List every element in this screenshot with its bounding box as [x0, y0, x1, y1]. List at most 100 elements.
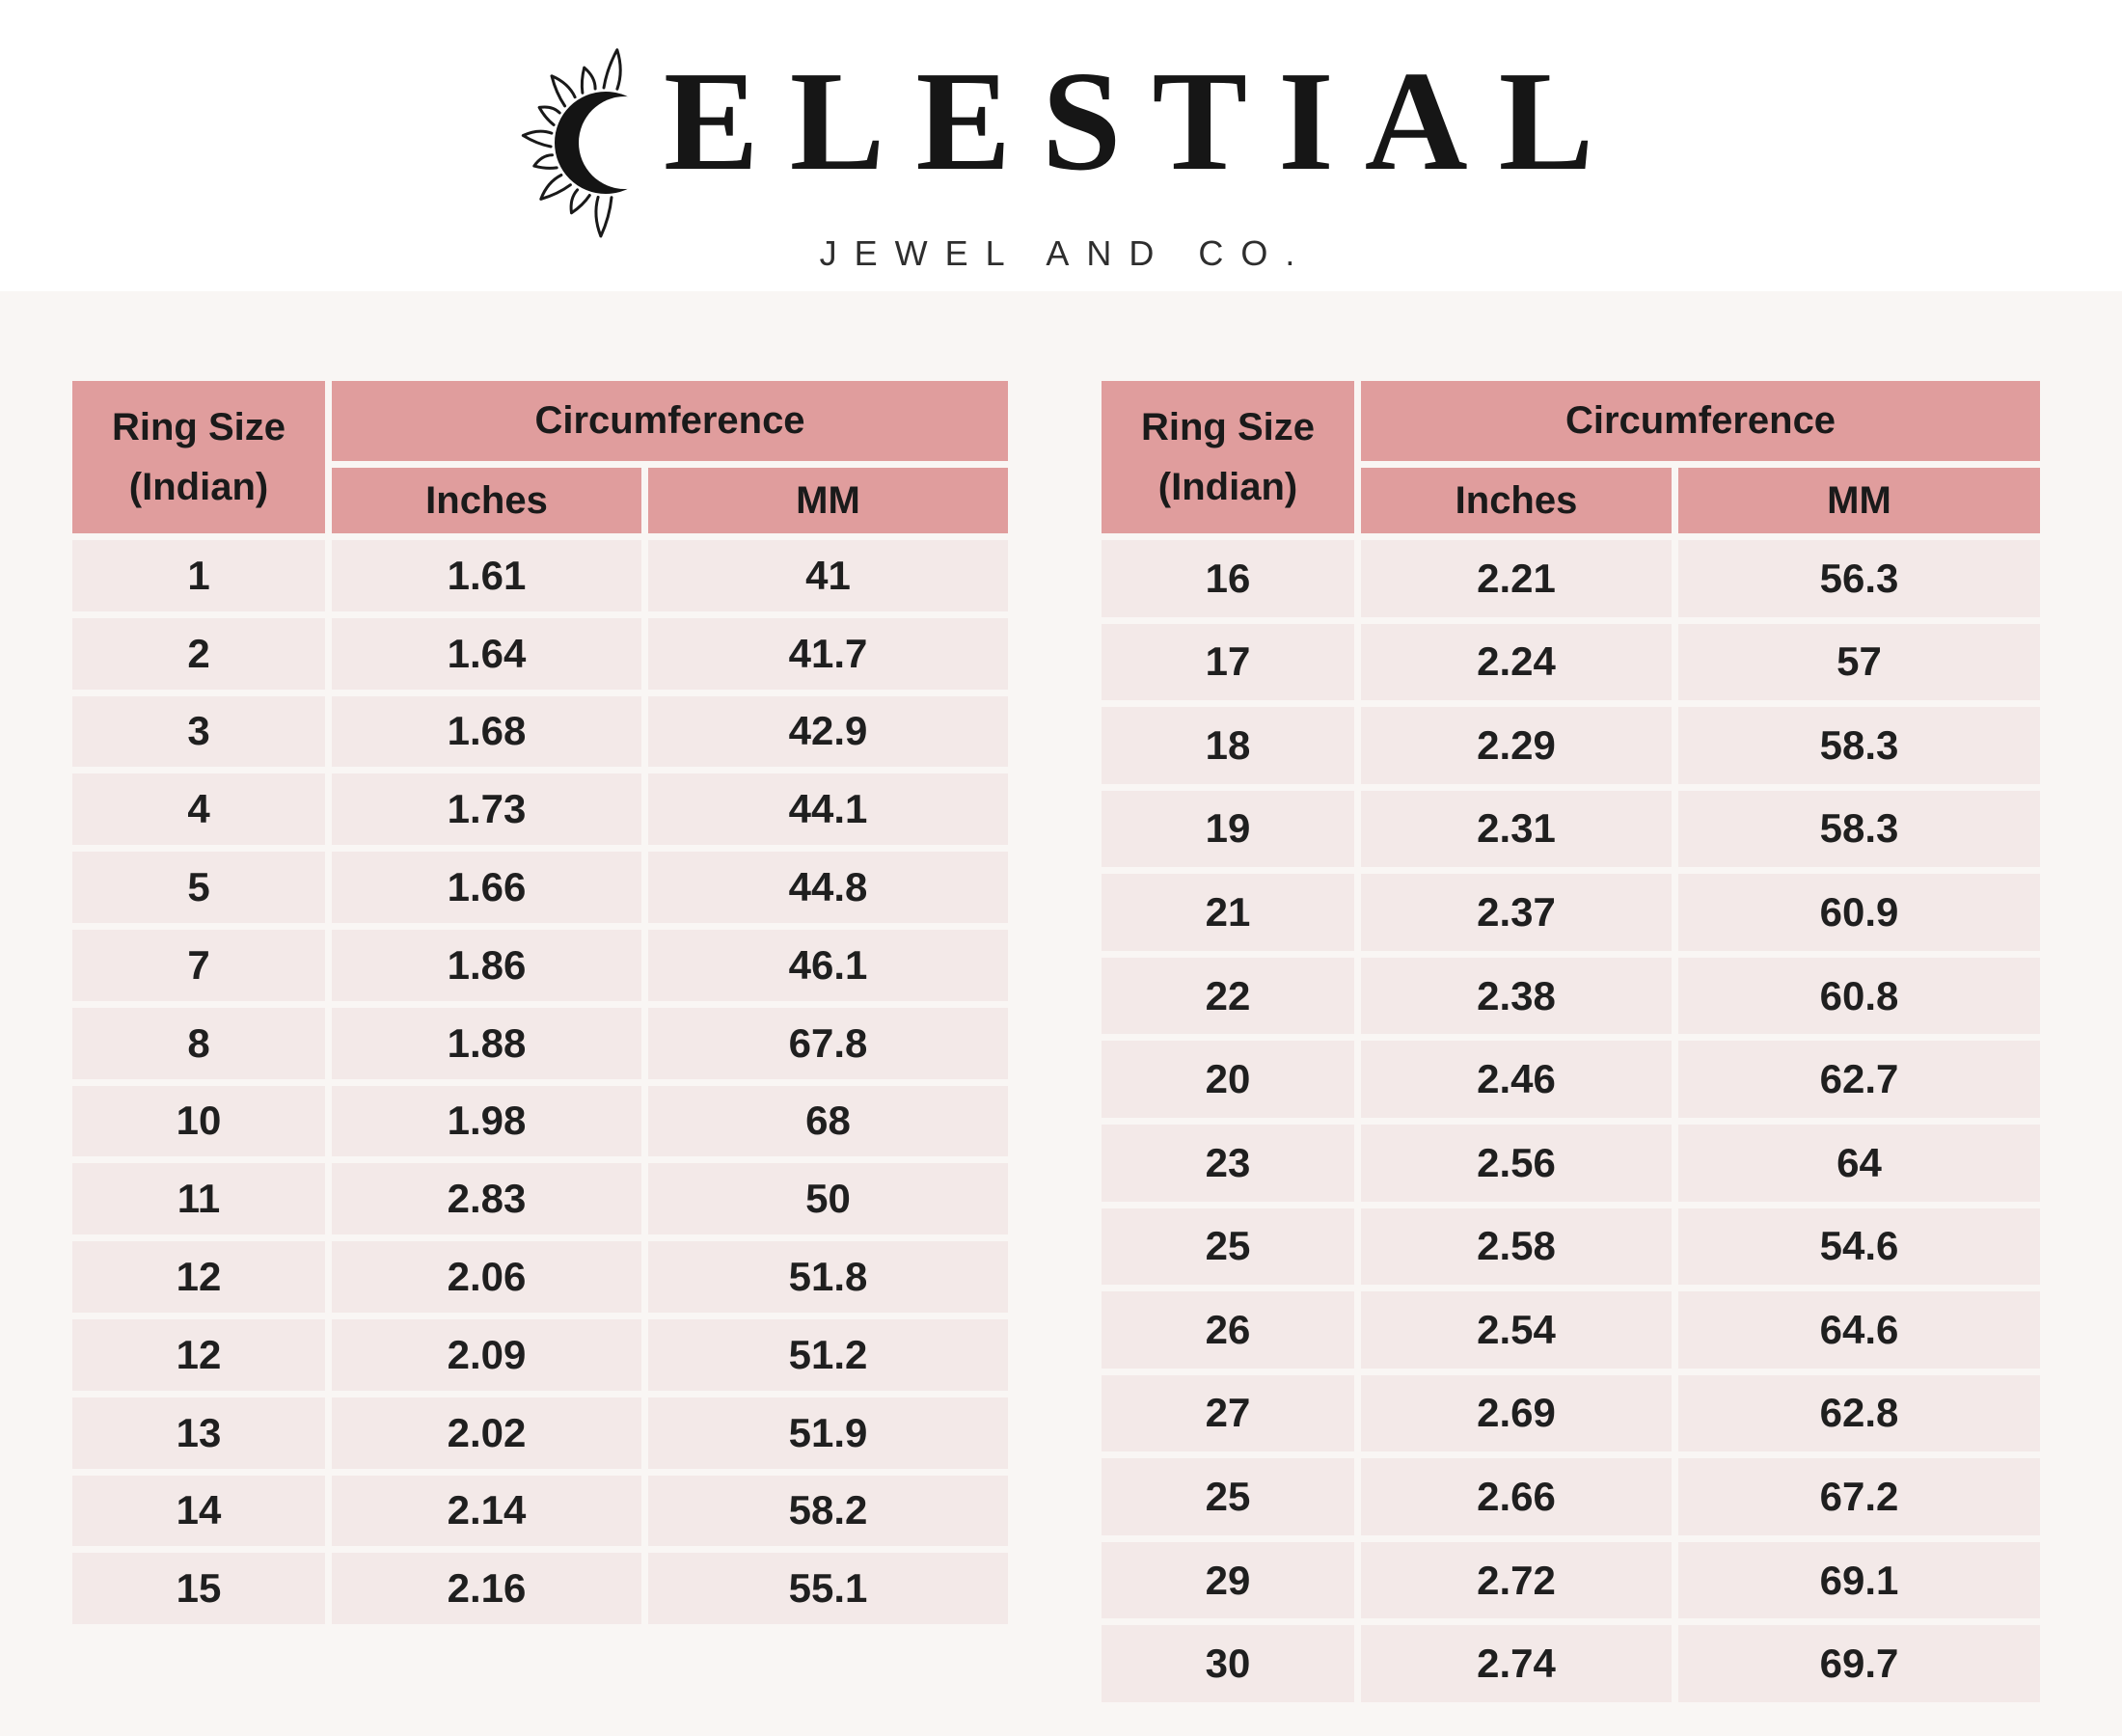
inches-cell: 2.56 [1361, 1124, 1672, 1202]
ring-size-cell: 23 [1102, 1124, 1354, 1202]
ring-size-header-line1: Ring Size [1140, 406, 1316, 448]
ring-size-cell: 26 [1102, 1291, 1354, 1369]
inches-cell: 2.31 [1361, 790, 1672, 868]
mm-header-cell: MM [1678, 468, 2040, 533]
ring-size-cell: 18 [1102, 707, 1354, 784]
mm-cell: 42.9 [648, 695, 1008, 768]
mm-cell: 41 [648, 540, 1008, 611]
ring-size-cell: 17 [1102, 623, 1354, 701]
ring-size-cell: 25 [1102, 1207, 1354, 1286]
inches-cell: 2.02 [332, 1397, 641, 1469]
mm-cell: 44.1 [648, 773, 1008, 846]
mm-cell: 51.2 [648, 1319, 1008, 1391]
ring-size-header-line1: Ring Size [111, 406, 286, 448]
sun-ray [532, 153, 558, 170]
sun-ray [580, 66, 597, 95]
mm-cell: 62.7 [1678, 1041, 2040, 1118]
mm-cell: 54.6 [1678, 1207, 2040, 1286]
ring-size-cell: 19 [1102, 790, 1354, 868]
circumference-header-cell: Circumference [332, 381, 1008, 461]
inches-cell: 2.21 [1361, 540, 1672, 617]
mm-cell: 44.8 [648, 852, 1008, 923]
ring-size-cell: 2 [72, 617, 325, 690]
ring-size-cell: 5 [72, 852, 325, 923]
mm-cell: 55.1 [648, 1553, 1008, 1625]
mm-header-cell: MM [648, 468, 1008, 533]
ring-size-cell: 21 [1102, 874, 1354, 951]
ring-size-cell: 11 [72, 1163, 325, 1235]
sun-ray [521, 129, 554, 149]
brand-tagline: JEWEL AND CO. [819, 233, 1313, 273]
inches-header-cell: Inches [1361, 468, 1672, 533]
ring-size-cell: 4 [72, 773, 325, 846]
inches-cell: 1.98 [332, 1085, 641, 1157]
mm-cell: 62.8 [1678, 1374, 2040, 1452]
ring-size-cell: 20 [1102, 1041, 1354, 1118]
mm-cell: 68 [648, 1085, 1008, 1157]
ring-size-cell: 30 [1102, 1625, 1354, 1702]
mm-cell: 58.2 [648, 1475, 1008, 1547]
inches-cell: 2.69 [1361, 1374, 1672, 1452]
inches-cell: 1.66 [332, 852, 641, 923]
inches-cell: 2.14 [332, 1475, 641, 1547]
sun-ray [594, 195, 613, 238]
inches-cell: 1.68 [332, 695, 641, 768]
sun-moon-icon [521, 39, 671, 241]
mm-cell: 64 [1678, 1124, 2040, 1202]
ring-size-header-line2: (Indian) [128, 466, 269, 508]
mm-cell: 57 [1678, 623, 2040, 701]
inches-cell: 2.09 [332, 1319, 641, 1391]
mm-cell: 50 [648, 1163, 1008, 1235]
sun-ray [539, 174, 572, 201]
ring-size-cell: 1 [72, 540, 325, 611]
ring-size-header-cell: Ring Size (Indian) [72, 381, 325, 533]
ring-size-cell: 12 [72, 1241, 325, 1313]
inches-cell: 2.74 [1361, 1625, 1672, 1702]
mm-cell: 67.2 [1678, 1458, 2040, 1535]
mm-cell: 67.8 [648, 1007, 1008, 1079]
ring-size-cell: 8 [72, 1007, 325, 1079]
ring-size-cell: 22 [1102, 957, 1354, 1035]
inches-cell: 2.06 [332, 1241, 641, 1313]
inches-cell: 2.24 [1361, 623, 1672, 701]
inches-cell: 2.54 [1361, 1291, 1672, 1369]
mm-cell: 51.9 [648, 1397, 1008, 1469]
inches-cell: 2.83 [332, 1163, 641, 1235]
mm-cell: 58.3 [1678, 707, 2040, 784]
inches-cell: 1.61 [332, 540, 641, 611]
sun-ray [550, 74, 577, 108]
ring-size-table-left: Ring Size (Indian) Circumference Inches MM 1 1… [72, 381, 1008, 1702]
mm-cell: 64.6 [1678, 1291, 2040, 1369]
inches-cell: 2.38 [1361, 957, 1672, 1035]
inches-cell: 1.88 [332, 1007, 641, 1079]
ring-size-cell: 29 [1102, 1541, 1354, 1619]
inches-cell: 2.16 [332, 1553, 641, 1625]
inches-cell: 2.66 [1361, 1458, 1672, 1535]
mm-cell: 51.8 [648, 1241, 1008, 1313]
sun-ray [569, 188, 591, 215]
ring-size-table-right: Ring Size (Indian) Circumference Inches MM 16… [1102, 381, 2040, 1702]
mm-cell: 58.3 [1678, 790, 2040, 868]
ring-size-cell: 16 [1102, 540, 1354, 617]
mm-cell: 69.7 [1678, 1625, 2040, 1702]
mm-cell: 41.7 [648, 617, 1008, 690]
ring-size-cell: 12 [72, 1319, 325, 1391]
ring-size-cell: 3 [72, 695, 325, 768]
ring-size-header-cell: Ring Size (Indian) [1102, 381, 1354, 533]
inches-cell: 2.29 [1361, 707, 1672, 784]
brand-name: ELESTIAL [664, 42, 1625, 201]
circumference-header-cell: Circumference [1361, 381, 2040, 461]
ring-size-cell: 15 [72, 1553, 325, 1625]
ring-size-cell: 25 [1102, 1458, 1354, 1535]
sun-ray [602, 48, 622, 91]
ring-size-header-line2: (Indian) [1157, 466, 1298, 508]
ring-size-cell: 14 [72, 1475, 325, 1547]
inches-cell: 1.86 [332, 930, 641, 1001]
inches-cell: 2.58 [1361, 1207, 1672, 1286]
inches-cell: 2.37 [1361, 874, 1672, 951]
sun-ray [537, 105, 561, 126]
ring-size-cell: 13 [72, 1397, 325, 1469]
mm-cell: 46.1 [648, 930, 1008, 1001]
ring-size-cell: 10 [72, 1085, 325, 1157]
inches-cell: 2.72 [1361, 1541, 1672, 1619]
